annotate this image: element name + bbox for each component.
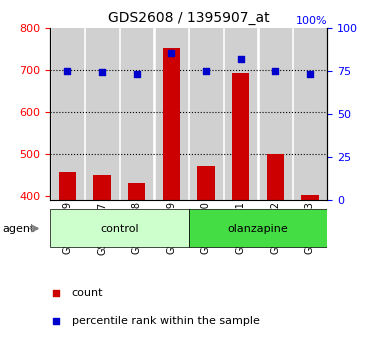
Point <box>257 144 263 149</box>
Bar <box>59 172 76 200</box>
Bar <box>162 48 180 200</box>
Bar <box>301 195 318 200</box>
Bar <box>225 28 256 200</box>
Text: count: count <box>72 288 103 298</box>
FancyBboxPatch shape <box>189 209 327 247</box>
Bar <box>266 154 284 200</box>
Bar <box>190 28 222 200</box>
Point <box>99 70 105 75</box>
Text: olanzapine: olanzapine <box>228 224 288 234</box>
Point <box>64 68 70 73</box>
Text: percentile rank within the sample: percentile rank within the sample <box>72 316 259 326</box>
Text: control: control <box>100 224 139 234</box>
Point <box>307 71 313 77</box>
Point <box>203 68 209 73</box>
Bar <box>156 28 187 200</box>
Point <box>272 68 278 73</box>
Point <box>134 71 140 77</box>
Title: GDS2608 / 1395907_at: GDS2608 / 1395907_at <box>108 11 270 25</box>
Point <box>238 56 244 61</box>
Bar <box>52 28 83 200</box>
Bar <box>259 28 291 200</box>
Bar <box>121 28 152 200</box>
Bar <box>232 72 249 200</box>
FancyBboxPatch shape <box>50 209 189 247</box>
Text: 100%: 100% <box>296 16 327 26</box>
Bar <box>93 175 111 200</box>
Bar <box>294 28 325 200</box>
Bar <box>197 166 215 200</box>
Point <box>168 51 174 56</box>
Bar <box>86 28 118 200</box>
Bar <box>128 183 145 200</box>
Text: agent: agent <box>3 224 35 234</box>
